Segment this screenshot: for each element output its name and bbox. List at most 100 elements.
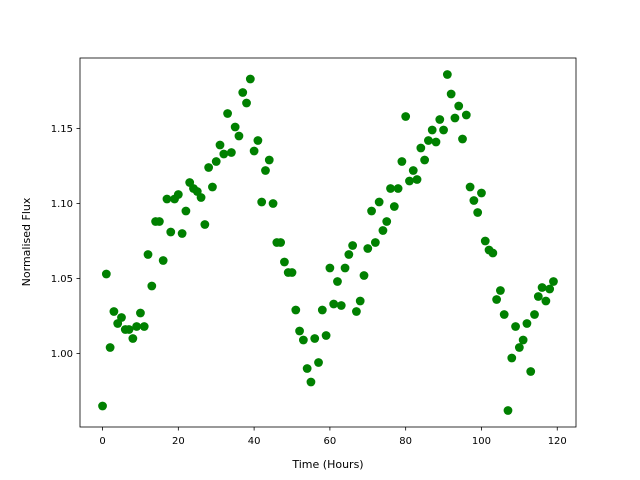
point [442,70,452,79]
point [336,301,346,310]
plot-frame [79,57,577,428]
point [295,326,304,336]
point [139,322,149,331]
point [541,296,551,306]
point [226,148,236,157]
point [367,206,376,216]
point [496,286,505,295]
point [348,241,358,250]
point [291,305,301,315]
point [200,220,210,229]
point [223,109,232,118]
point [325,263,335,273]
point [492,295,502,304]
point [518,335,528,345]
y-tick-label: 1.15 [51,124,73,135]
point [310,334,320,343]
point [287,268,297,277]
x-axis-label: Time (Hours) [291,458,363,471]
point [431,137,441,147]
point [499,310,509,319]
point [177,229,187,238]
point [397,157,407,166]
point [450,113,460,123]
point [461,110,471,120]
point [526,367,536,376]
point [480,236,490,246]
point [420,155,430,165]
point [268,199,278,208]
point [173,190,183,199]
point [298,335,308,345]
point [416,143,426,153]
point [412,175,422,184]
point [374,197,384,207]
point [389,202,399,211]
point [352,307,361,316]
point [424,136,433,145]
point [162,194,172,204]
point [469,196,479,205]
point [264,155,274,165]
point [166,227,176,237]
point [276,238,286,247]
point [143,250,153,259]
y-axis-label: Normalised Flux [20,197,33,286]
point [435,115,445,124]
point [238,88,248,97]
point [454,101,464,111]
x-tick-label: 20 [172,436,185,447]
point [230,122,240,132]
point [154,217,164,226]
point [204,163,214,172]
point [514,343,524,352]
point [393,184,403,193]
point [370,238,380,247]
point [503,406,513,415]
x-tick-label: 100 [472,436,491,447]
point [211,157,221,166]
y-tick-label: 1.05 [51,274,73,285]
point [128,334,138,343]
point [382,217,392,226]
point [261,166,270,175]
point [427,125,437,135]
point [359,271,369,280]
point [549,277,558,286]
point [446,89,456,99]
point [401,112,411,121]
point [458,134,467,144]
point [219,149,229,159]
point [333,277,342,286]
point [242,98,251,108]
point [363,244,373,253]
point [181,206,191,216]
x-tick-label: 40 [248,436,261,447]
point [314,358,323,367]
point [408,166,418,175]
point [196,193,206,202]
point [124,325,134,334]
x-tick-label: 0 [99,436,105,447]
point [488,248,498,258]
point [329,299,339,309]
point [136,308,145,318]
point [378,226,388,235]
point [208,182,217,192]
y-tick-label: 1.10 [51,199,73,210]
point [511,322,520,331]
point [132,322,142,331]
point [109,307,119,316]
point [234,131,244,141]
point [355,296,365,306]
point [147,281,157,291]
point [257,197,267,207]
point [98,401,107,411]
point [105,343,115,352]
point [473,208,483,217]
point [280,257,289,267]
point [465,182,475,192]
y-tick-label: 1.00 [51,349,73,360]
